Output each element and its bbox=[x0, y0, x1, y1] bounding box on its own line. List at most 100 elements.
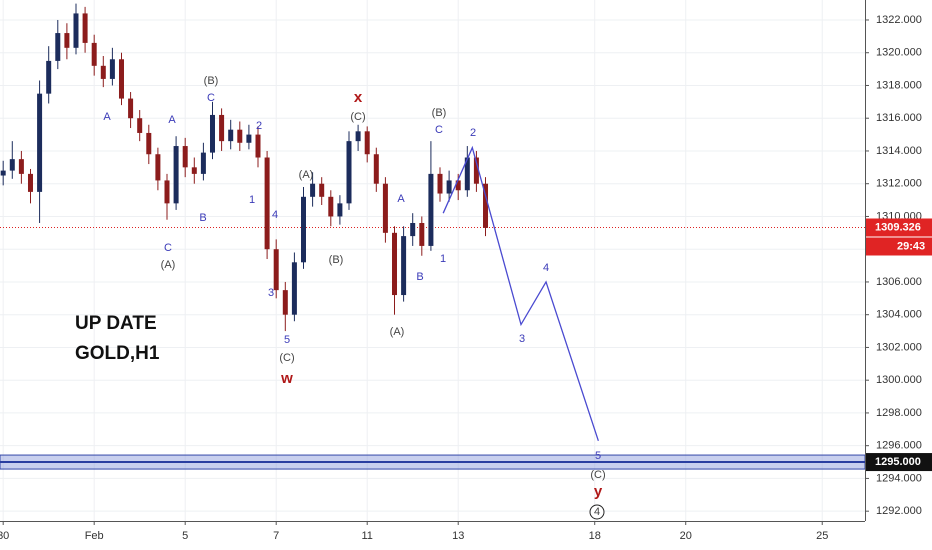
x-tick-label: 30 bbox=[0, 530, 9, 542]
candle-body bbox=[346, 141, 352, 204]
candle-body bbox=[401, 236, 407, 296]
x-tick-label: 5 bbox=[182, 530, 188, 542]
candle-body bbox=[282, 290, 288, 315]
y-tick-label: 1302.000 bbox=[876, 341, 922, 353]
candle-body bbox=[364, 131, 370, 155]
candle-body bbox=[483, 183, 489, 228]
chart-title: UP DATE bbox=[75, 313, 157, 334]
wave-label: x bbox=[354, 89, 363, 106]
candle-body bbox=[310, 183, 316, 197]
candle-body bbox=[328, 196, 334, 217]
candle-body bbox=[291, 262, 297, 315]
candle-body bbox=[91, 42, 97, 66]
x-tick-label: 25 bbox=[816, 530, 828, 542]
candle-body bbox=[173, 146, 179, 204]
y-tick-label: 1292.000 bbox=[876, 505, 922, 517]
wave-circle bbox=[589, 504, 605, 520]
wave-label: 4 bbox=[594, 506, 600, 518]
candle-body bbox=[209, 114, 215, 153]
price-tag bbox=[866, 218, 932, 237]
wave-label: (A) bbox=[390, 326, 405, 338]
x-tick-label: 13 bbox=[452, 530, 464, 542]
candle-body bbox=[373, 154, 379, 184]
candle-body bbox=[100, 65, 106, 79]
wave-path bbox=[442, 145, 599, 441]
wave-label: 1 bbox=[440, 253, 446, 265]
candle-body bbox=[273, 249, 279, 291]
wave-label: 4 bbox=[272, 209, 278, 221]
candle-body bbox=[264, 157, 270, 250]
level-tag-label: 1295.000 bbox=[875, 456, 921, 468]
wave-label: (C) bbox=[350, 111, 365, 123]
candle-body bbox=[73, 13, 79, 48]
wave-label: C bbox=[435, 124, 443, 136]
wave-label: 4 bbox=[543, 262, 549, 274]
x-tick-label: 20 bbox=[680, 530, 692, 542]
candle-body bbox=[18, 159, 24, 174]
x-tick-label: 11 bbox=[361, 530, 372, 542]
countdown-label: 29:43 bbox=[897, 240, 925, 252]
wave-label: y bbox=[594, 483, 603, 500]
wave-label: (A) bbox=[299, 169, 314, 181]
wave-label: (B) bbox=[204, 75, 219, 87]
candle-body bbox=[128, 98, 134, 119]
candle-body bbox=[382, 183, 388, 233]
candle-body bbox=[246, 134, 252, 143]
candle-body bbox=[109, 59, 115, 79]
countdown-tag bbox=[866, 237, 932, 256]
wave-label: C bbox=[207, 92, 215, 104]
candle-body bbox=[118, 59, 124, 99]
y-tick-label: 1318.000 bbox=[876, 79, 922, 91]
y-tick-label: 1312.000 bbox=[876, 178, 922, 190]
candle-body bbox=[182, 146, 188, 168]
y-tick-label: 1294.000 bbox=[876, 472, 922, 484]
candle-body bbox=[473, 157, 479, 184]
candle-body bbox=[355, 131, 361, 142]
candle-body bbox=[191, 167, 197, 174]
candle-body bbox=[228, 129, 234, 142]
y-tick-label: 1320.000 bbox=[876, 47, 922, 59]
candle-body bbox=[82, 13, 88, 43]
candle-body bbox=[319, 183, 325, 197]
chart-title: GOLD,H1 bbox=[75, 343, 160, 364]
candle-body bbox=[55, 33, 61, 61]
candle-body bbox=[146, 132, 152, 155]
candle-body bbox=[464, 157, 470, 191]
wave-label: 3 bbox=[268, 287, 274, 299]
candle-body bbox=[9, 159, 15, 171]
wave-label: 2 bbox=[470, 127, 476, 139]
candle-body bbox=[219, 114, 225, 142]
x-tick-label: 7 bbox=[273, 530, 279, 542]
wave-label: w bbox=[280, 370, 293, 387]
level-tag bbox=[866, 453, 932, 472]
candle-body bbox=[137, 118, 143, 133]
y-tick-label: 1306.000 bbox=[876, 276, 922, 288]
candle-body bbox=[27, 173, 33, 192]
wave-label: A bbox=[397, 193, 405, 205]
candle-body bbox=[446, 180, 452, 194]
y-tick-label: 1316.000 bbox=[876, 112, 922, 124]
candle-body bbox=[64, 33, 70, 48]
wave-label: B bbox=[416, 271, 423, 283]
y-tick-label: 1314.000 bbox=[876, 145, 922, 157]
candle-body bbox=[455, 180, 461, 191]
wave-label: (C) bbox=[279, 352, 294, 364]
plot: A C (A) A B (B) C 1 2 4 3 5 (C) w (A) (B) x (C) (A) A B 1 (B) C… bbox=[0, 3, 866, 520]
y-tick-label: 1322.000 bbox=[876, 14, 922, 26]
wave-label: 3 bbox=[519, 333, 525, 345]
wave-label: (B) bbox=[432, 107, 447, 119]
candle-body bbox=[200, 152, 206, 174]
y-tick-label: 1296.000 bbox=[876, 440, 922, 452]
candle-body bbox=[410, 223, 416, 237]
wave-label: (C) bbox=[590, 469, 605, 481]
candle-body bbox=[392, 232, 398, 296]
y-tick-label: 1298.000 bbox=[876, 407, 922, 419]
wave-label: (B) bbox=[329, 254, 344, 266]
x-tick-label: Feb bbox=[85, 530, 104, 542]
price-tag-label: 1309.326 bbox=[875, 221, 921, 233]
candle-body bbox=[437, 173, 443, 194]
candle-body bbox=[0, 170, 6, 176]
candle-body bbox=[419, 223, 425, 246]
x-tick-label: 18 bbox=[589, 530, 601, 542]
